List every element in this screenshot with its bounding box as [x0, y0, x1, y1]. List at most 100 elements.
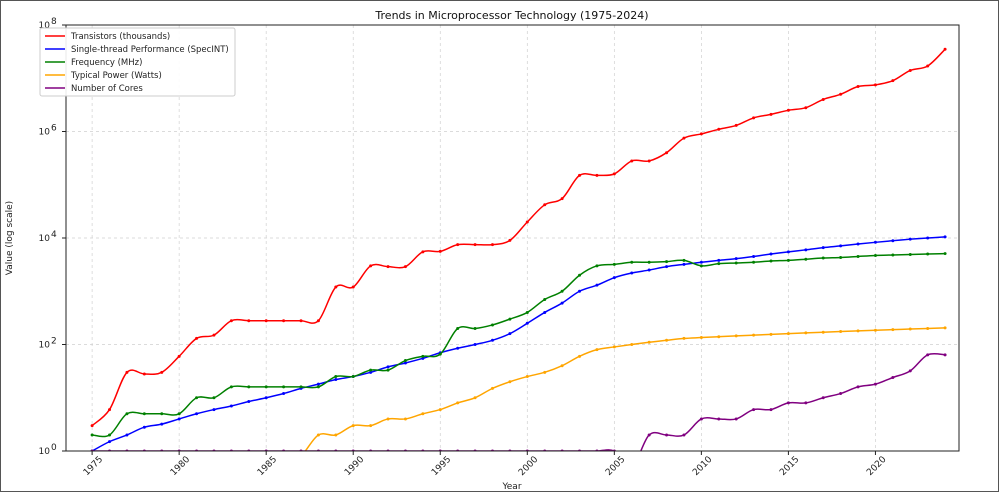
data-point — [334, 285, 338, 289]
y-tick-label: 10 — [39, 21, 51, 31]
x-tick-label: 2005 — [604, 455, 627, 478]
data-point — [821, 97, 825, 101]
data-point — [282, 466, 285, 469]
data-point — [212, 396, 216, 400]
data-point — [508, 317, 512, 321]
data-point — [804, 331, 808, 335]
data-point — [682, 136, 686, 140]
data-point — [630, 260, 634, 264]
data-point — [804, 106, 808, 110]
data-point — [804, 401, 808, 405]
data-point — [195, 466, 198, 469]
data-point — [473, 326, 477, 330]
data-point — [108, 466, 111, 469]
data-point — [334, 375, 338, 379]
y-tick-label: 10 — [39, 234, 51, 244]
data-point — [456, 346, 460, 350]
data-point — [891, 239, 895, 243]
data-point — [821, 330, 825, 334]
x-tick-label: 2000 — [517, 455, 540, 478]
data-point — [804, 248, 808, 252]
series-frequency-mhz — [90, 252, 947, 438]
data-point — [229, 404, 233, 408]
series-typical-power-watts — [108, 326, 947, 469]
data-point — [473, 343, 477, 346]
data-point — [856, 254, 860, 258]
data-point — [908, 252, 912, 256]
data-point — [403, 361, 407, 365]
data-point — [821, 256, 825, 260]
data-point — [856, 242, 860, 246]
data-point — [525, 375, 529, 379]
data-point — [908, 68, 912, 72]
data-point — [212, 408, 216, 412]
data-point — [143, 466, 146, 469]
data-point — [90, 433, 94, 437]
data-point — [717, 335, 721, 339]
x-tick-label: 1990 — [343, 455, 366, 478]
data-point — [769, 332, 773, 336]
data-point — [177, 417, 181, 421]
data-point — [786, 250, 790, 254]
series-line — [304, 327, 946, 451]
data-point — [647, 268, 651, 272]
data-point — [873, 253, 877, 257]
data-point — [264, 319, 268, 323]
data-point — [264, 396, 268, 400]
data-point — [612, 262, 616, 266]
data-point — [247, 319, 251, 323]
data-point — [734, 334, 738, 338]
data-point — [856, 84, 860, 88]
legend-label: Number of Cores — [71, 84, 143, 94]
x-tick-label: 2010 — [691, 455, 714, 478]
data-point — [108, 433, 112, 437]
x-tick-label: 1980 — [169, 455, 192, 478]
data-point — [490, 243, 494, 247]
data-point — [821, 396, 825, 400]
data-point — [699, 264, 703, 268]
data-point — [403, 417, 407, 421]
data-point — [386, 417, 390, 421]
data-point — [665, 260, 669, 264]
data-point — [734, 261, 738, 265]
data-point — [873, 382, 877, 386]
data-point — [734, 257, 738, 261]
data-point — [351, 285, 355, 289]
y-tick-exponent: 2 — [51, 337, 57, 347]
data-point — [230, 466, 233, 469]
data-point — [195, 336, 199, 340]
data-point — [421, 354, 425, 358]
data-point — [560, 364, 564, 368]
data-point — [212, 333, 216, 337]
data-point — [630, 159, 634, 163]
data-point — [647, 433, 651, 437]
data-point — [665, 265, 669, 269]
data-point — [543, 297, 547, 301]
data-point — [90, 424, 94, 428]
x-tick-label: 2015 — [778, 455, 801, 478]
data-point — [630, 271, 634, 275]
chart-title: Trends in Microprocessor Technology (197… — [374, 9, 648, 22]
data-point — [578, 289, 582, 293]
data-point — [891, 253, 895, 257]
data-point — [525, 310, 529, 314]
data-point — [595, 348, 599, 352]
y-tick-exponent: 4 — [51, 230, 57, 240]
data-point — [229, 385, 233, 389]
x-tick-label: 1975 — [82, 455, 105, 478]
data-point — [316, 382, 320, 386]
data-point — [490, 386, 494, 390]
data-point — [508, 332, 512, 336]
data-point — [316, 433, 320, 437]
data-point — [125, 370, 129, 374]
data-point — [665, 151, 669, 155]
data-point — [369, 370, 373, 374]
data-point — [926, 64, 930, 68]
data-point — [908, 237, 912, 241]
data-point — [438, 352, 442, 356]
data-point — [891, 79, 895, 83]
data-point — [299, 385, 303, 389]
data-point — [525, 321, 529, 325]
data-point — [908, 369, 912, 373]
data-point — [543, 310, 547, 314]
